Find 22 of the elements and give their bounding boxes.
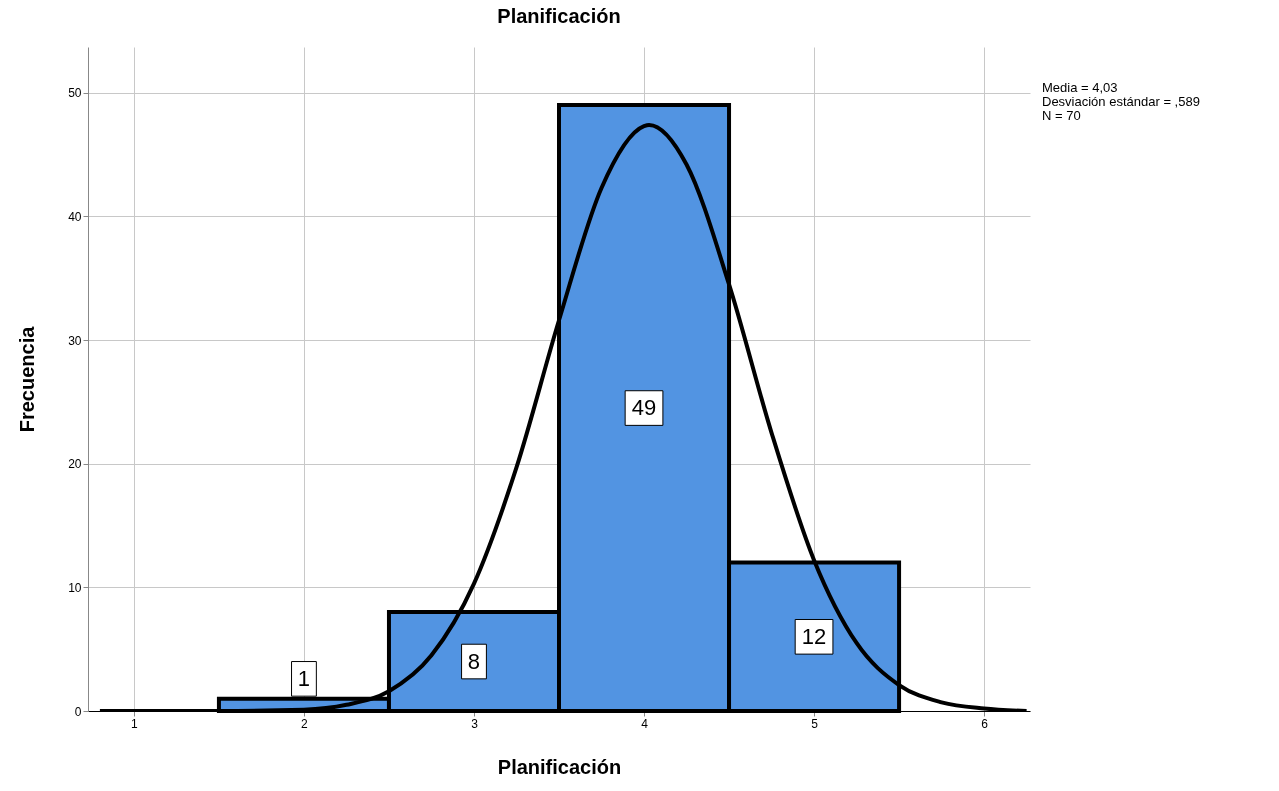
data-label: 1 [297,665,311,691]
x-tick-label: 6 [981,716,989,731]
x-tick-label: 3 [471,716,479,731]
y-axis-title: Frecuencia [16,325,39,433]
x-axis-title: Planificación [497,755,622,778]
text: Media = 4,03 [1042,80,1118,95]
chart-title: Planificación [497,5,621,27]
x-tick-label: 2 [301,716,309,731]
y-tick-label: 50 [68,86,82,101]
data-label: 12 [801,623,827,649]
x-tick-label: 5 [811,716,819,731]
text: Desviación estándar = ,589 [1042,94,1200,109]
y-tick-label: 20 [68,457,82,472]
data-label: 49 [631,395,657,421]
x-tick-label: 1 [131,716,139,731]
text: N = 70 [1042,108,1081,123]
y-tick-label: 40 [68,209,82,224]
y-tick-label: 0 [74,704,82,719]
y-tick-label: 10 [68,580,82,595]
data-label: 8 [467,648,481,674]
x-tick-label: 4 [641,716,649,731]
y-tick-label: 30 [68,333,82,348]
